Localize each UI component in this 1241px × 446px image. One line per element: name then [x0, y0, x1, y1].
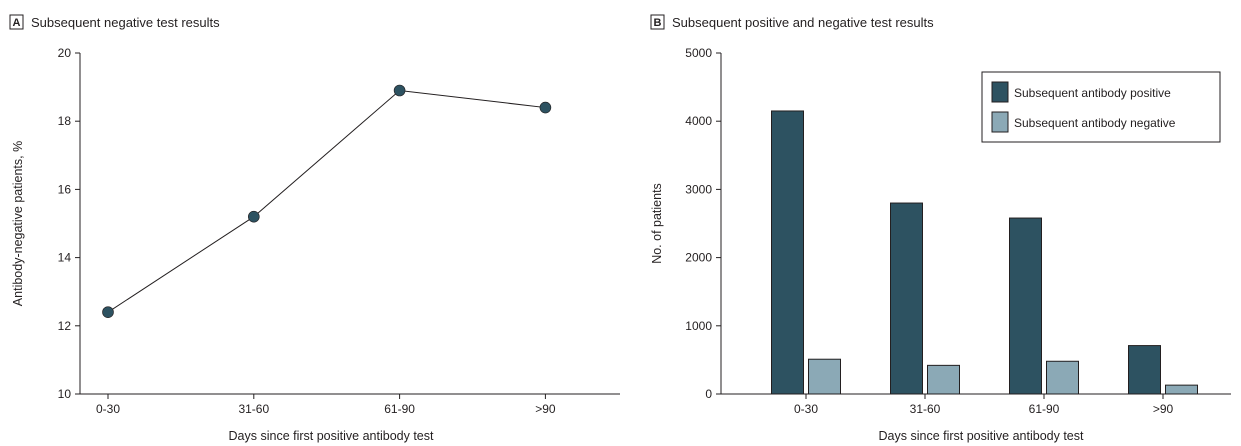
- panel-a-x-ticks: 0-30 31-60 61-90 >90: [96, 394, 556, 416]
- y-tick-label: 16: [58, 182, 72, 196]
- panel-a: A Subsequent negative test results 10121…: [9, 14, 620, 443]
- data-point: [539, 101, 552, 114]
- panel-b-title: Subsequent positive and negative test re…: [672, 15, 934, 30]
- panel-b-y-ticks: 0 1000 2000 3000 4000 5000: [685, 46, 721, 401]
- panel-b-letter: B: [654, 17, 662, 29]
- x-tick-label: >90: [1153, 402, 1174, 416]
- legend-label-positive: Subsequent antibody positive: [1014, 86, 1171, 100]
- y-tick-label: 3000: [685, 182, 712, 196]
- y-tick-label: 18: [58, 114, 72, 128]
- x-tick-label: 0-30: [96, 402, 120, 416]
- panel-a-letter: A: [13, 17, 21, 29]
- legend-label-negative: Subsequent antibody negative: [1014, 116, 1176, 130]
- x-tick-label: >90: [535, 402, 556, 416]
- y-tick-label: 20: [58, 46, 72, 60]
- series-line: [107, 89, 546, 313]
- x-tick-label: 61-90: [384, 402, 415, 416]
- bar-negative: [927, 364, 960, 395]
- legend-swatch-positive: [991, 81, 1009, 103]
- y-tick-label: 4000: [685, 114, 712, 128]
- panel-b-bars: [771, 110, 1198, 395]
- bar-positive: [1009, 217, 1042, 395]
- bar-negative: [1165, 384, 1198, 395]
- bar-positive: [890, 202, 923, 395]
- panel-a-letter-box: [9, 14, 24, 30]
- panel-b-legend: Subsequent antibody positive Subsequent …: [981, 71, 1221, 143]
- panel-b: B Subsequent positive and negative test …: [650, 14, 1231, 443]
- panel-b-x-ticks: 0-30 31-60 61-90 >90: [794, 394, 1174, 416]
- data-point: [248, 210, 260, 223]
- y-tick-label: 5000: [685, 46, 712, 60]
- data-point: [102, 306, 114, 318]
- x-tick-label: 31-60: [910, 402, 941, 416]
- panel-a-series: [102, 84, 552, 318]
- x-tick-label: 0-30: [794, 402, 818, 416]
- panel-a-title: Subsequent negative test results: [31, 15, 220, 30]
- y-tick-label: 10: [58, 387, 72, 401]
- y-tick-label: 0: [705, 387, 712, 401]
- y-tick-label: 14: [58, 251, 72, 265]
- y-tick-label: 2000: [685, 251, 712, 265]
- bar-negative: [1046, 360, 1079, 395]
- bar-negative: [808, 358, 841, 395]
- panel-b-letter-box: [650, 14, 665, 30]
- bar-positive: [771, 110, 804, 395]
- panel-a-x-label: Days since first positive antibody test: [229, 429, 434, 443]
- bar-positive: [1128, 345, 1161, 395]
- panel-b-y-label: No. of patients: [650, 183, 664, 264]
- x-tick-label: 61-90: [1029, 402, 1060, 416]
- panel-b-x-label: Days since first positive antibody test: [879, 429, 1084, 443]
- panel-a-y-ticks: 10 12 14 16 18 20: [58, 46, 80, 401]
- x-tick-label: 31-60: [238, 402, 269, 416]
- legend-swatch-negative: [991, 111, 1009, 133]
- legend-box: [981, 71, 1221, 143]
- panel-a-y-label: Antibody-negative patients, %: [11, 141, 25, 306]
- data-point: [393, 84, 406, 97]
- y-tick-label: 12: [58, 319, 72, 333]
- y-tick-label: 1000: [685, 319, 712, 333]
